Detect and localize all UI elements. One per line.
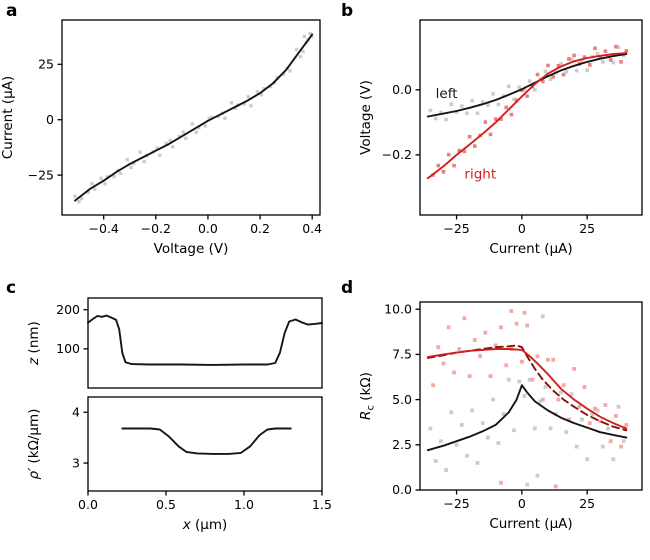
annotation-right: right: [464, 166, 496, 182]
panel-label-c: c: [6, 278, 17, 298]
svg-text:−25: −25: [443, 496, 469, 511]
svg-text:7.5: 7.5: [392, 347, 412, 362]
svg-text:−0.4: −0.4: [89, 221, 119, 236]
xlabel-c_bot: x (μm): [182, 517, 228, 533]
chart-svg-a: −0.4 −0.2 0.0 0.2 0.4 −25 0 25 Voltage (V) Curren…: [0, 19, 323, 257]
c_top-height-profile-line: [87, 314, 323, 366]
svg-text:25: 25: [579, 496, 595, 511]
ticks-c_top: 100 200: [56, 302, 88, 356]
chart-svg-d: −25 0 25 0.0 2.5 5.0 7.5 10.0 Current (μA) Rc (kΩ…: [358, 301, 643, 532]
ylabel-c_top: z (nm): [26, 321, 42, 366]
panel-c-height-chart: 100 200 z (nm): [0, 290, 332, 390]
ticks-a: −0.4 −0.2 0.0 0.2 0.4 −25 0 25: [28, 57, 323, 236]
annotation-left: left: [436, 86, 458, 102]
panel-label-b: b: [341, 1, 354, 21]
axes-box-a: [61, 19, 321, 216]
plot-area-c_top: [87, 314, 323, 366]
axes-box-d: [419, 301, 643, 491]
svg-text:0.0: 0.0: [198, 221, 218, 236]
d-gray-points: [428, 314, 626, 487]
b-right-fit-line: [426, 52, 628, 180]
svg-text:25: 25: [38, 57, 54, 72]
svg-text:25: 25: [579, 221, 595, 236]
panel-label-d: d: [341, 278, 354, 298]
svg-text:0: 0: [46, 112, 54, 127]
chart-svg-c_bot: 0.0 0.5 1.0 1.5 3 4 x (μm) ρ′ (kΩ/μm): [26, 396, 332, 533]
svg-text:0.0: 0.0: [392, 482, 412, 497]
xlabel-d: Current (μA): [489, 516, 572, 532]
svg-text:0.0: 0.0: [78, 497, 98, 512]
d-red-fit-line: [426, 348, 628, 430]
panel-b-voltage-chart: −25 0 25 0.0 −0.2 Current (μA) Voltage (V) left…: [335, 0, 650, 278]
svg-text:2.5: 2.5: [392, 437, 412, 452]
ylabel-a: Current (μA): [0, 76, 16, 159]
b-left-fit-line: [426, 53, 628, 118]
svg-text:5.0: 5.0: [392, 392, 412, 407]
ticks-b: −25 0 25 0.0 −0.2: [382, 82, 595, 236]
chart-svg-c_top: 100 200 z (nm): [26, 297, 323, 389]
svg-text:−25: −25: [443, 221, 469, 236]
svg-text:0: 0: [518, 221, 526, 236]
d-dark-red-dashed-line: [426, 344, 628, 432]
plot-area-a: [73, 31, 314, 204]
d-black-fit-line: [426, 384, 628, 452]
svg-text:−25: −25: [28, 167, 54, 182]
axes-box-c_bot: [87, 396, 323, 492]
plot-area-c_bot: [121, 427, 292, 455]
svg-text:0.4: 0.4: [302, 221, 322, 236]
xlabel-a: Voltage (V): [154, 241, 229, 257]
svg-text:4: 4: [72, 404, 80, 419]
svg-text:0.0: 0.0: [392, 82, 412, 97]
ticks-c_bot: 0.0 0.5 1.0 1.5 3 4: [72, 404, 332, 512]
svg-text:1.5: 1.5: [312, 497, 332, 512]
svg-text:100: 100: [56, 341, 80, 356]
panel-a-iv-chart: −0.4 −0.2 0.0 0.2 0.4 −25 0 25 Voltage (V) Curren…: [0, 0, 332, 278]
ticks-d: −25 0 25 0.0 2.5 5.0 7.5 10.0: [384, 301, 595, 511]
svg-text:1.0: 1.0: [234, 497, 254, 512]
ylabel-c_bot: ρ′ (kΩ/μm): [26, 409, 42, 480]
panel-label-a: a: [6, 1, 18, 21]
chart-svg-b: −25 0 25 0.0 −0.2 Current (μA) Voltage (V) left…: [358, 19, 643, 257]
svg-text:3: 3: [72, 455, 80, 470]
panel-d-contact-resistance-chart: −25 0 25 0.0 2.5 5.0 7.5 10.0 Current (μA) Rc (kΩ…: [335, 290, 650, 560]
ylabel-b: Voltage (V): [358, 80, 374, 155]
svg-text:−0.2: −0.2: [141, 221, 171, 236]
svg-text:0: 0: [518, 496, 526, 511]
xlabel-b: Current (μA): [489, 241, 572, 257]
svg-text:−0.2: −0.2: [382, 147, 412, 162]
c_bot-resistivity-profile-line: [121, 427, 292, 455]
ylabel-d: Rc (kΩ): [358, 372, 377, 420]
svg-text:10.0: 10.0: [384, 301, 412, 316]
d-pink-points: [431, 309, 629, 489]
svg-text:0.5: 0.5: [156, 497, 176, 512]
axes-box-b: [419, 19, 643, 216]
a-fit-line: [74, 33, 314, 202]
panel-c-resistivity-chart: 0.0 0.5 1.0 1.5 3 4 x (μm) ρ′ (kΩ/μm): [0, 392, 332, 560]
axes-box-c_top: [87, 297, 323, 389]
plot-area-b: [426, 44, 629, 180]
svg-text:0.2: 0.2: [250, 221, 270, 236]
svg-text:200: 200: [56, 302, 80, 317]
plot-area-d: [426, 309, 629, 489]
